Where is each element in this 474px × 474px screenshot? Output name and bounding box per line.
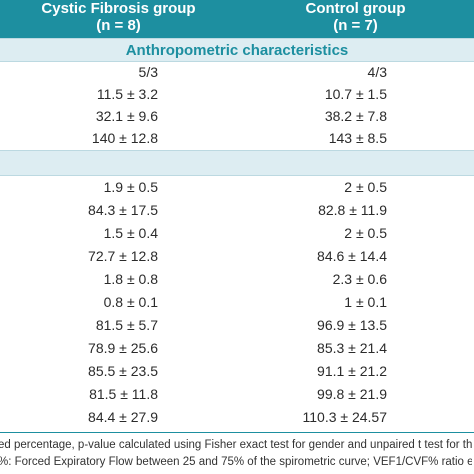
table-row: 84.4 ± 27.9 110.3 ± 24.57 — [0, 407, 474, 429]
cf-value: 1.5 ± 0.4 — [103, 225, 158, 241]
table-row: 81.5 ± 11.8 99.8 ± 21.9 — [0, 384, 474, 406]
column-header-cf-count: (n = 8) — [96, 17, 141, 34]
table-row: 1.5 ± 0.4 2 ± 0.5 — [0, 223, 474, 245]
cf-value: 84.3 ± 17.5 — [88, 202, 158, 218]
table-row: 85.5 ± 23.5 91.1 ± 21.2 — [0, 361, 474, 383]
control-value: 84.6 ± 14.4 — [317, 248, 387, 264]
table-row: 32.1 ± 9.6 38.2 ± 7.8 — [0, 106, 474, 128]
column-header-control-count: (n = 7) — [333, 17, 378, 34]
control-value: 143 ± 8.5 — [328, 130, 387, 146]
control-value: 82.8 ± 11.9 — [318, 202, 387, 218]
control-value: 1 ± 0.1 — [344, 294, 387, 310]
table-row: 1.8 ± 0.8 2.3 ± 0.6 — [0, 269, 474, 291]
cf-value: 84.4 ± 27.9 — [88, 409, 158, 425]
footnote-line-1: ed percentage, p-value calculated using … — [0, 439, 472, 451]
table-row: 1.9 ± 0.5 2 ± 0.5 — [0, 177, 474, 199]
cf-value: 32.1 ± 9.6 — [95, 108, 158, 124]
cf-value: 1.9 ± 0.5 — [103, 179, 158, 195]
control-value: 10.7 ± 1.5 — [324, 86, 387, 102]
cf-value: 85.5 ± 23.5 — [88, 363, 158, 379]
cf-value: 72.7 ± 12.8 — [88, 248, 158, 264]
table-row: 72.7 ± 12.8 84.6 ± 14.4 — [0, 246, 474, 268]
cf-value: 78.9 ± 25.6 — [88, 340, 158, 356]
column-header-control: Control group (n = 7) — [237, 0, 474, 34]
table-header: Cystic Fibrosis group (n = 8) Control gr… — [0, 0, 474, 38]
table-row: 0.8 ± 0.1 1 ± 0.1 — [0, 292, 474, 314]
column-header-control-title: Control group — [305, 0, 406, 17]
table-row: 5/3 4/3 — [0, 62, 474, 84]
control-value: 2 ± 0.5 — [344, 225, 387, 241]
table-row: 140 ± 12.8 143 ± 8.5 — [0, 128, 474, 150]
control-value: 38.2 ± 7.8 — [324, 108, 387, 124]
cf-value: 11.5 ± 3.2 — [96, 86, 158, 102]
footnote-line-2: %: Forced Expiratory Flow between 25 and… — [0, 456, 472, 468]
footer-divider — [0, 432, 474, 433]
control-value: 2 ± 0.5 — [344, 179, 387, 195]
cf-value: 0.8 ± 0.1 — [103, 294, 158, 310]
cf-value: 81.5 ± 11.8 — [89, 386, 158, 402]
table-row: 11.5 ± 3.2 10.7 ± 1.5 — [0, 84, 474, 106]
cf-value: 140 ± 12.8 — [91, 130, 158, 146]
table-row: 84.3 ± 17.5 82.8 ± 11.9 — [0, 200, 474, 222]
section-title: Anthropometric characteristics — [125, 42, 349, 59]
section-header-row: Anthropometric characteristics — [0, 38, 474, 62]
control-value: 2.3 ± 0.6 — [332, 271, 387, 287]
table-row: 78.9 ± 25.6 85.3 ± 21.4 — [0, 338, 474, 360]
table-row: 81.5 ± 5.7 96.9 ± 13.5 — [0, 315, 474, 337]
cf-value: 5/3 — [138, 64, 158, 80]
column-header-cystic-fibrosis: Cystic Fibrosis group (n = 8) — [0, 0, 237, 34]
control-value: 85.3 ± 21.4 — [317, 340, 387, 356]
control-value: 96.9 ± 13.5 — [317, 317, 387, 333]
control-value: 91.1 ± 21.2 — [317, 363, 387, 379]
section-separator — [0, 150, 474, 176]
control-value: 4/3 — [367, 64, 387, 80]
cf-value: 1.8 ± 0.8 — [103, 271, 158, 287]
column-header-cf-title: Cystic Fibrosis group — [41, 0, 196, 17]
cf-value: 81.5 ± 5.7 — [95, 317, 158, 333]
control-value: 110.3 ± 24.57 — [302, 409, 388, 425]
control-value: 99.8 ± 21.9 — [317, 386, 387, 402]
